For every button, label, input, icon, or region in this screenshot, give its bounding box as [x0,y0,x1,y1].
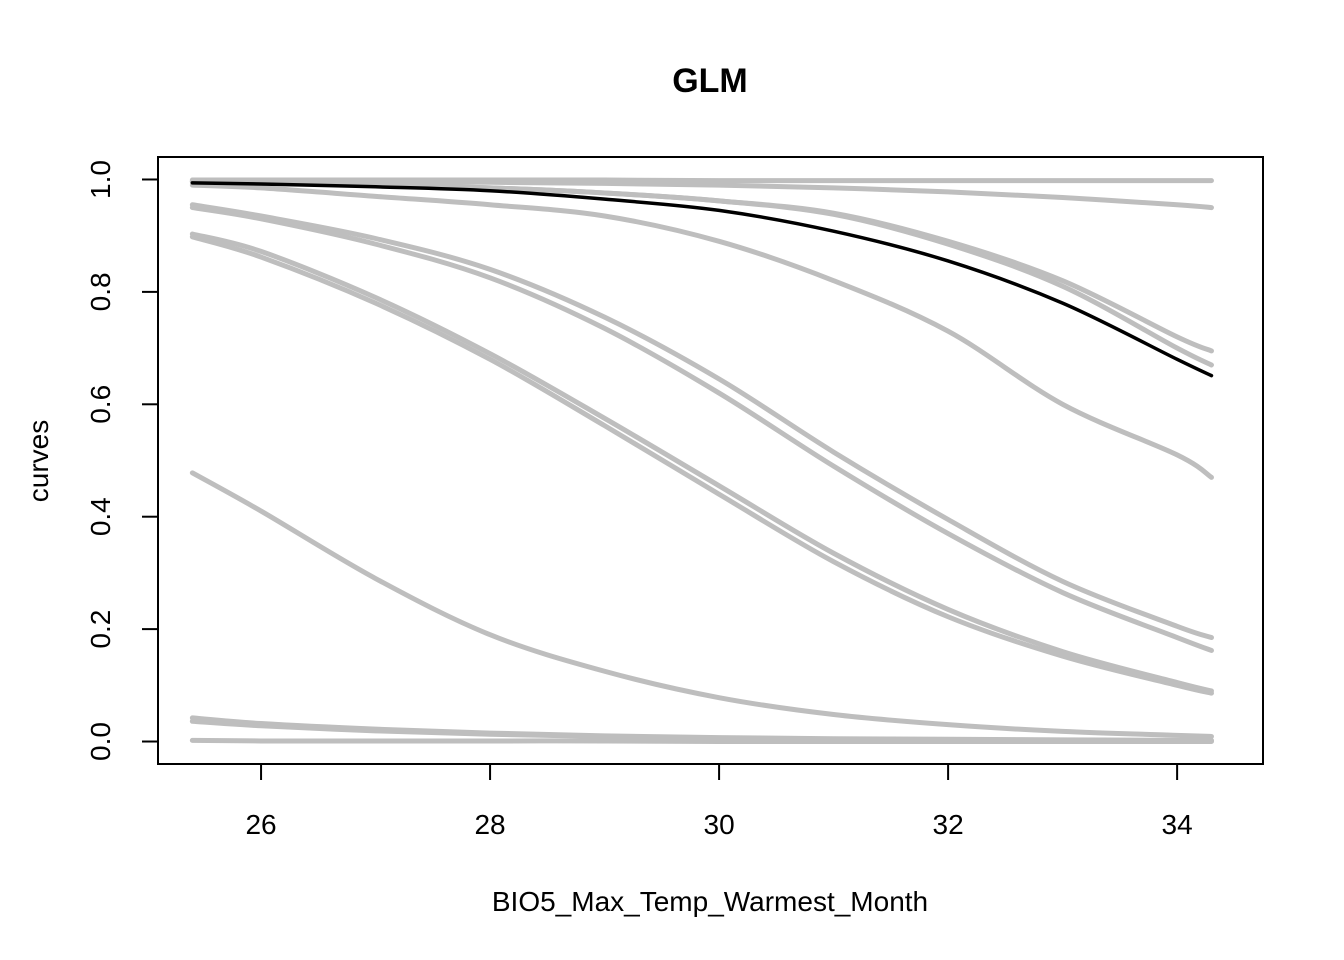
plot-frame [157,156,1264,765]
x-tick-label: 32 [933,809,964,840]
curves-group [189,177,1214,745]
chart-title: GLM [672,62,748,100]
y-tick-label: 0.6 [85,385,116,424]
x-tick-label: 28 [474,809,505,840]
series-7-line [189,205,1214,653]
y-tick-label: 0.8 [85,272,116,311]
series-8-line [189,231,1214,694]
y-axis-label: curves [23,420,54,502]
series-13-line [189,737,1214,745]
y-axis: 0.0 0.2 0.4 0.6 0.8 1.0 [85,160,159,761]
series-5-line [189,182,1214,480]
x-axis-label: BIO5_Max_Temp_Warmest_Month [492,886,928,917]
y-tick-label: 0.4 [85,497,116,536]
y-tick-label: 0.2 [85,610,116,649]
series-14-line [190,181,1214,378]
y-tick-label: 0.0 [85,722,116,761]
series-2-line [189,178,1214,211]
x-tick-label: 30 [704,809,735,840]
x-axis: 26 28 30 32 34 [245,763,1193,840]
x-tick-label: 34 [1162,809,1193,840]
series-10-line [189,470,1214,739]
series-6-line [189,202,1214,641]
y-tick-label: 1.0 [85,160,116,199]
x-tick-label: 26 [245,809,276,840]
series-9-line [189,234,1214,696]
